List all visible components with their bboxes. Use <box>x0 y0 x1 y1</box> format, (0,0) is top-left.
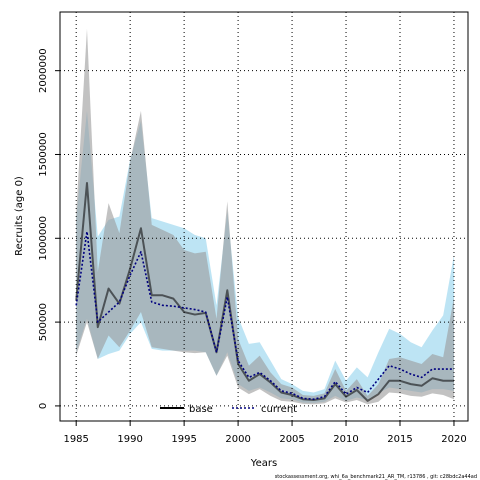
line-base <box>75 181 454 402</box>
y-tick-label: 500000 <box>38 303 49 341</box>
x-tick-label: 2015 <box>387 434 412 445</box>
legend-label-base: base <box>189 404 213 415</box>
legend: base current <box>160 404 297 415</box>
y-axis-title: Recruits (age 0) <box>14 176 25 256</box>
x-tick-label: 2000 <box>225 434 250 445</box>
confidence-bands <box>76 28 454 405</box>
series-lines <box>75 181 454 402</box>
plot-frame <box>59 11 469 422</box>
y-axis: 0 500000 1000000 1500000 2000000 <box>38 48 60 409</box>
x-axis-title: Years <box>250 458 277 469</box>
grid-lines <box>60 12 468 421</box>
legend-label-current: current <box>261 404 297 415</box>
x-tick-label: 2020 <box>441 434 466 445</box>
band-base <box>76 28 454 405</box>
y-tick-label: 1500000 <box>38 132 49 177</box>
x-tick-label: 2005 <box>279 434 304 445</box>
line-current <box>75 230 454 401</box>
x-tick-label: 1985 <box>63 434 88 445</box>
x-tick-label: 1995 <box>171 434 196 445</box>
y-tick-label: 2000000 <box>38 48 49 93</box>
footer-note: stockassessment.org, whi_6a_benchmark21_… <box>275 474 477 480</box>
y-tick-label: 1000000 <box>38 216 49 261</box>
x-axis: 1985 1990 1995 2000 2005 2010 2015 2020 <box>63 421 467 445</box>
x-tick-label: 1990 <box>117 434 142 445</box>
y-tick-label: 0 <box>38 403 49 409</box>
x-tick-label: 2010 <box>333 434 358 445</box>
